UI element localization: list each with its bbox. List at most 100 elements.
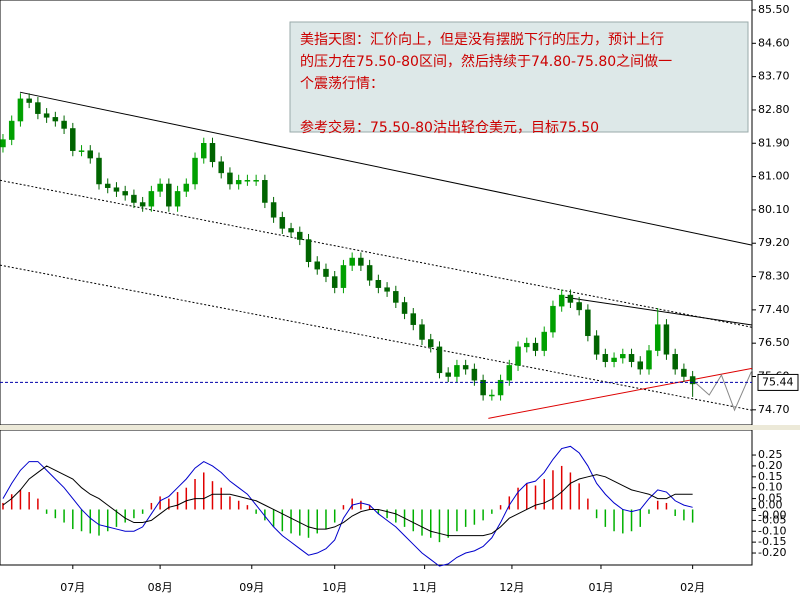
y-tick-label: 0.20 <box>758 459 783 472</box>
candle-body <box>331 276 338 288</box>
y-tick-label: -0.10 <box>758 524 786 537</box>
candle-body <box>393 291 399 303</box>
candle-body <box>576 302 582 311</box>
y-tick-label: 81.90 <box>758 136 790 149</box>
candle-body <box>654 324 661 351</box>
y-tick-label: 74.70 <box>758 403 790 416</box>
x-tick-label: 09月 <box>239 581 264 594</box>
candle-body <box>26 98 32 103</box>
candle-body <box>340 265 347 288</box>
candle-body <box>620 354 626 359</box>
candle-body <box>593 335 600 355</box>
candle-body <box>0 139 6 148</box>
candle-body <box>183 183 190 192</box>
candle-body <box>8 120 15 140</box>
x-tick-label: 08月 <box>148 581 173 594</box>
candle-body <box>131 194 137 203</box>
x-tick-label: 11月 <box>412 581 437 594</box>
candle-body <box>209 143 216 163</box>
candle-body <box>524 342 530 348</box>
y-tick-label: 80.10 <box>758 203 790 216</box>
candle-body <box>43 113 50 118</box>
candle-body <box>532 342 539 351</box>
candle-body <box>122 191 128 196</box>
candle-body <box>515 346 521 366</box>
candle-body <box>17 98 24 122</box>
candle-body <box>139 202 146 207</box>
candle-body <box>637 361 644 370</box>
y-tick-label: 0.15 <box>758 470 783 483</box>
y-tick-label: 82.80 <box>758 103 790 116</box>
candle-body <box>541 331 547 351</box>
trend-line <box>692 370 753 412</box>
y-tick-label: 76.50 <box>758 336 790 349</box>
candle-body <box>558 294 565 307</box>
candle-body <box>401 302 408 314</box>
x-tick-label: 01月 <box>588 581 613 594</box>
candle-body <box>314 261 320 270</box>
y-tick-label: 84.60 <box>758 36 790 49</box>
candle-body <box>52 117 59 122</box>
candle-body <box>61 120 67 129</box>
candle-body <box>253 180 259 182</box>
y-tick-label: 83.70 <box>758 70 790 83</box>
candle-body <box>227 172 233 185</box>
candle-body <box>489 394 495 397</box>
candle-body <box>201 143 207 159</box>
candle-body <box>462 365 469 370</box>
candle-body <box>384 287 390 292</box>
candle-body <box>689 376 696 385</box>
candle-body <box>550 305 556 333</box>
y-tick-label: 0.25 <box>758 448 783 461</box>
candle-body <box>410 313 417 325</box>
candle-body <box>349 257 355 266</box>
candle-body <box>323 268 329 277</box>
last-price-label: 75.44 <box>762 375 794 388</box>
candle-body <box>244 180 251 182</box>
candle-body <box>663 324 670 355</box>
candle-body <box>611 357 617 362</box>
candle-body <box>471 368 478 381</box>
candle-body <box>96 157 102 185</box>
y-tick-label: 0.00 <box>758 499 783 512</box>
candle-body <box>480 379 486 396</box>
candle-body <box>375 279 382 288</box>
x-tick-label: 10月 <box>322 581 347 594</box>
y-tick-label: -0.20 <box>758 546 786 559</box>
candle-body <box>166 183 172 207</box>
candle-body <box>646 350 652 370</box>
annotation-line: 的压力在75.50-80区间，然后持续于74.80-75.80之间做一 <box>300 53 672 70</box>
candle-body <box>305 239 312 262</box>
candle-body <box>681 368 687 377</box>
candle-body <box>35 102 41 114</box>
y-tick-label: -0.00 <box>758 508 786 521</box>
candle-body <box>454 365 460 377</box>
candle-body <box>672 354 678 370</box>
y-tick-label: 79.20 <box>758 236 790 249</box>
candle-body <box>279 217 286 229</box>
candle-body <box>157 183 163 192</box>
panel-gap <box>0 425 800 430</box>
x-tick-label: 12月 <box>499 581 524 594</box>
candle-body <box>113 187 120 192</box>
annotation-line: 美指天图：汇价向上，但是没有摆脱下行的压力，预计上行 <box>300 32 664 48</box>
candle-body <box>436 346 443 374</box>
candle-body <box>104 183 111 188</box>
candle-body <box>567 294 574 303</box>
macd-line <box>2 465 693 537</box>
candle-body <box>174 191 181 207</box>
annotation-line: 参考交易：75.50-80沽出轻仓美元，目标75.50 <box>300 119 599 136</box>
last-price-box <box>757 373 799 391</box>
x-tick-label: 07月 <box>60 581 85 594</box>
candle-body <box>427 339 434 348</box>
trend-line <box>565 296 753 326</box>
trend-line <box>19 91 753 246</box>
candle-body <box>87 150 94 159</box>
annotation-line: 个震荡行情： <box>300 76 384 92</box>
y-tick-label: 0.05 <box>758 492 783 505</box>
candle-body <box>419 324 425 340</box>
candle-body <box>70 128 76 151</box>
candle-body <box>506 365 513 381</box>
candle-body <box>192 157 198 185</box>
y-tick-label: 0.10 <box>758 481 783 494</box>
